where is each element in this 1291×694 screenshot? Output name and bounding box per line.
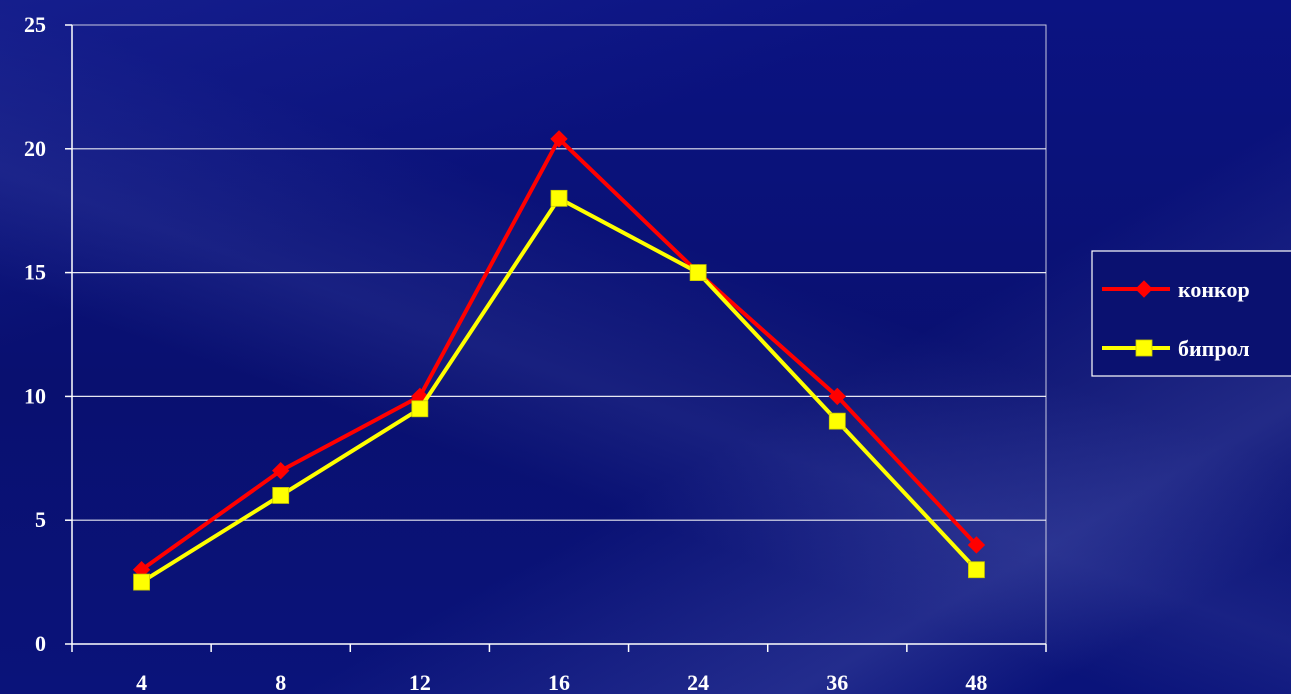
x-tick-label: 36 bbox=[826, 670, 848, 694]
data-point bbox=[550, 189, 568, 207]
data-point bbox=[828, 412, 846, 430]
x-tick-label: 4 bbox=[136, 670, 147, 694]
x-tick-label: 8 bbox=[275, 670, 286, 694]
series-2 bbox=[133, 189, 985, 591]
data-point bbox=[133, 573, 150, 591]
y-tick-label: 5 bbox=[35, 507, 46, 532]
legend-label: конкор bbox=[1178, 277, 1250, 302]
gridlines bbox=[71, 24, 1047, 645]
series-1 bbox=[132, 130, 986, 579]
data-point bbox=[550, 130, 568, 148]
data-point bbox=[411, 400, 429, 418]
x-tick-label: 48 bbox=[965, 670, 987, 694]
series-line bbox=[140, 195, 978, 584]
y-tick-label: 0 bbox=[35, 631, 46, 656]
data-point bbox=[272, 487, 290, 504]
data-point bbox=[967, 536, 986, 554]
legend-box bbox=[1091, 250, 1291, 377]
series-lines bbox=[132, 130, 986, 591]
y-tick-label: 20 bbox=[24, 136, 46, 161]
x-tick-label: 24 bbox=[687, 670, 709, 694]
y-tick-label: 10 bbox=[24, 383, 46, 408]
data-point bbox=[272, 461, 290, 480]
x-tick-label: 12 bbox=[409, 670, 431, 694]
data-point bbox=[828, 387, 846, 406]
legend-swatch-marker bbox=[1135, 280, 1153, 298]
x-tick-label: 16 bbox=[548, 670, 570, 694]
legend-label: бипрол bbox=[1178, 336, 1250, 361]
plot-area-border bbox=[71, 24, 1047, 645]
data-point bbox=[968, 561, 985, 579]
data-point bbox=[689, 264, 707, 282]
legend-swatch-marker bbox=[1135, 339, 1153, 357]
y-tick-label: 25 bbox=[24, 12, 46, 37]
legend: конкор бипрол bbox=[1091, 250, 1291, 377]
y-tick-label: 15 bbox=[24, 260, 46, 285]
